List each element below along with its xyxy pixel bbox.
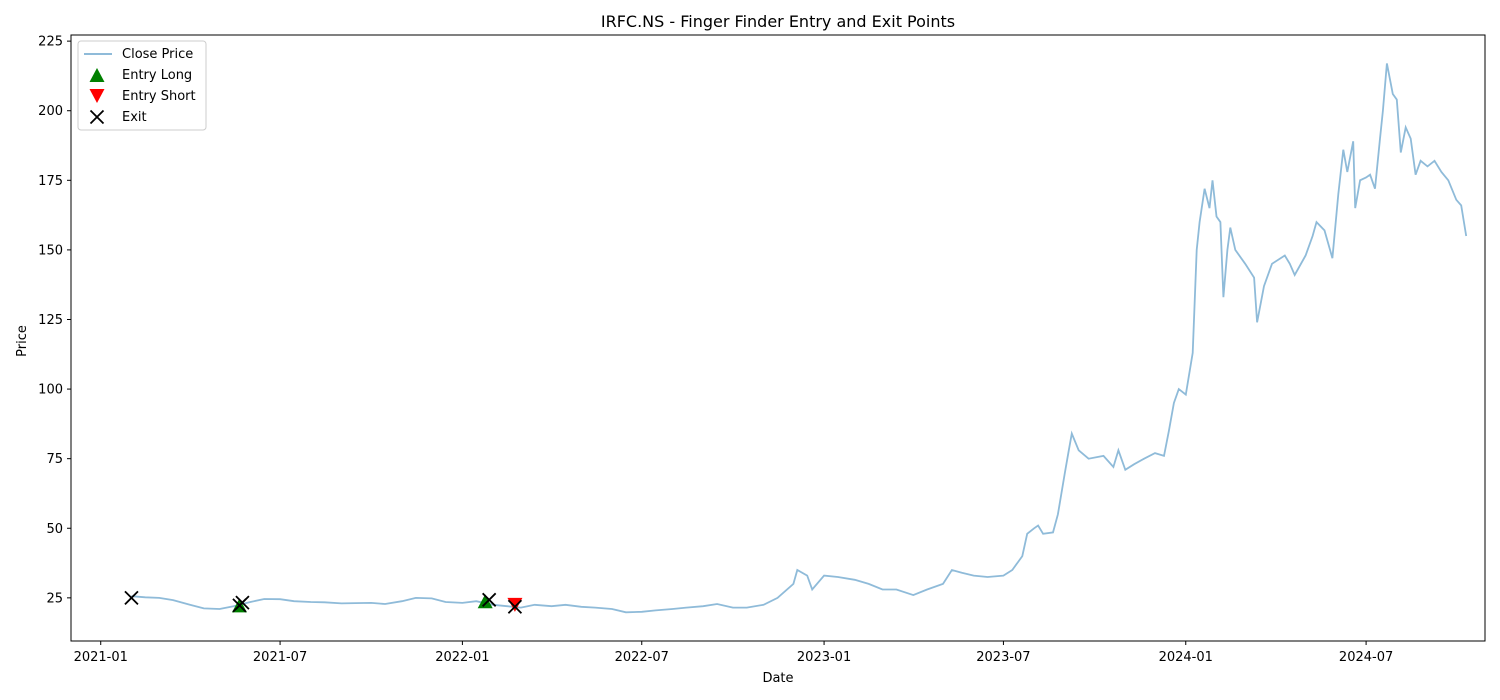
legend-exit-label: Exit (122, 110, 147, 125)
x-tick-label: 2022-07 (615, 650, 669, 665)
legend-entry-long-label: Entry Long (122, 68, 192, 83)
x-tick-label: 2024-01 (1159, 650, 1213, 665)
y-tick-label: 25 (46, 591, 63, 606)
chart-title: IRFC.NS - Finger Finder Entry and Exit P… (601, 12, 955, 31)
entry-long-marker (477, 594, 493, 609)
x-axis: 2021-01 2021-07 2022-01 2022-07 2023-01 2023-… (74, 641, 1393, 665)
x-tick-label: 2022-01 (435, 650, 489, 665)
y-tick-label: 100 (38, 383, 63, 398)
exit-marker (235, 595, 250, 610)
legend-exit-swatch (89, 109, 105, 125)
y-axis-label: Price (15, 325, 30, 357)
exit-marker (507, 599, 523, 614)
legend-entry-long-swatch (89, 68, 105, 82)
legend-entry-short-label: Entry Short (122, 89, 196, 104)
legend-close-price-label: Close Price (122, 47, 193, 62)
x-tick-label: 2023-07 (976, 650, 1030, 665)
y-tick-label: 175 (38, 174, 63, 189)
x-tick-label: 2024-07 (1339, 650, 1393, 665)
y-tick-label: 75 (46, 452, 63, 467)
plot-frame (70, 34, 1486, 642)
y-tick-label: 225 (38, 35, 63, 50)
x-tick-label: 2021-07 (253, 650, 307, 665)
y-tick-label: 200 (38, 104, 63, 119)
x-axis-label: Date (762, 671, 793, 686)
legend-entry-short-swatch (89, 89, 105, 103)
entry-short-marker (507, 597, 523, 612)
y-tick-label: 50 (46, 522, 63, 537)
exit-marker (124, 590, 139, 605)
y-tick-label: 150 (38, 243, 63, 258)
close-price-line (131, 63, 1468, 614)
x-tick-label: 2021-01 (74, 650, 128, 665)
x-tick-label: 2023-01 (797, 650, 851, 665)
y-axis: 25 50 75 100 125 150 175 200 225 (38, 35, 71, 606)
plot-area (124, 63, 1468, 614)
legend-box (77, 40, 207, 131)
legend: Close Price Entry Long Entry Short Exit (77, 40, 207, 131)
y-tick-label: 125 (38, 313, 63, 328)
exit-marker (482, 592, 497, 607)
